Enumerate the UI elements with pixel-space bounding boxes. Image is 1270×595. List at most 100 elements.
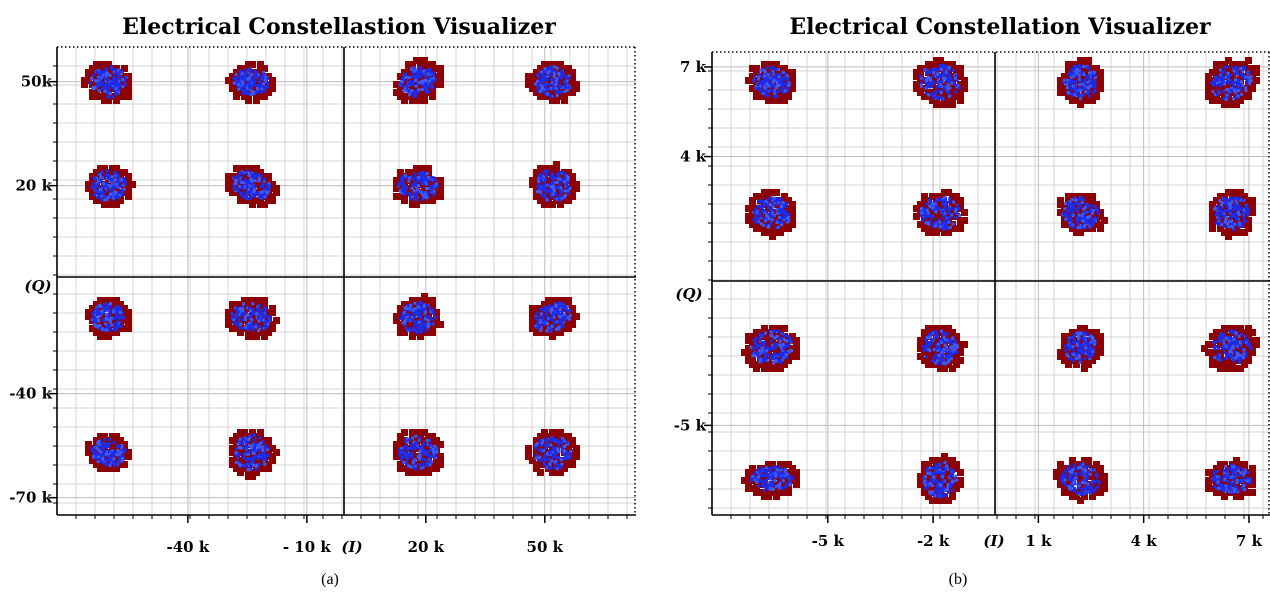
symbol-outline-cell — [533, 69, 540, 76]
symbol-point — [238, 463, 242, 467]
symbol-point — [103, 194, 107, 198]
symbol-point — [256, 305, 260, 309]
symbol-point — [428, 307, 432, 311]
symbol-point — [105, 91, 109, 95]
symbol-point — [550, 173, 554, 177]
symbol-outline-cell — [229, 325, 236, 332]
symbol-point — [415, 70, 419, 74]
symbol-point — [100, 185, 104, 189]
symbol-outline-cell — [565, 297, 572, 304]
symbol-point — [120, 444, 124, 448]
symbol-point — [97, 448, 101, 452]
symbol-point — [95, 446, 99, 450]
symbol-point — [99, 178, 103, 182]
symbol-point — [544, 463, 548, 467]
symbol-point — [256, 444, 260, 448]
symbol-point — [419, 456, 423, 460]
symbol-outline-cell — [241, 173, 248, 180]
symbol-outline-cell — [409, 85, 416, 92]
symbol-point — [258, 195, 262, 199]
symbol-point — [121, 77, 125, 81]
symbol-outline-cell — [437, 457, 444, 464]
symbol-point — [235, 456, 239, 460]
symbol-point — [411, 436, 415, 440]
symbol-outline-cell — [397, 169, 404, 176]
symbol-outline-cell — [397, 185, 404, 192]
symbol-point — [427, 323, 431, 327]
symbol-point — [560, 74, 564, 78]
symbol-point — [556, 326, 560, 330]
symbol-outline-cell — [237, 433, 244, 440]
symbol-point — [555, 467, 559, 471]
symbol-point — [100, 309, 104, 313]
symbol-point — [423, 449, 427, 453]
symbol-outline-cell — [413, 169, 420, 176]
symbol-outline-cell — [125, 453, 132, 460]
symbol-outline-cell — [553, 165, 560, 172]
symbol-point — [112, 84, 116, 88]
symbol-point — [419, 82, 423, 86]
symbol-outline-cell — [421, 453, 428, 460]
symbol-point — [120, 459, 124, 463]
symbol-point — [413, 442, 417, 446]
symbol-point — [419, 309, 423, 313]
symbol-point — [404, 446, 408, 450]
symbol-outline-cell — [561, 65, 568, 72]
symbol-outline-cell — [565, 437, 572, 444]
symbol-point — [103, 198, 107, 202]
symbol-point — [423, 172, 427, 176]
symbol-point — [237, 310, 241, 314]
symbol-point — [552, 87, 556, 91]
symbol-point — [554, 91, 558, 95]
symbol-outline-cell — [85, 185, 92, 192]
symbol-point — [567, 76, 571, 80]
symbol-point — [98, 173, 102, 177]
symbol-point — [259, 90, 263, 94]
y-tick-label: -70 k — [9, 489, 52, 507]
symbol-outline-cell — [417, 77, 424, 84]
symbol-point — [247, 184, 251, 188]
symbol-point — [101, 319, 105, 323]
symbol-outline-cell — [113, 201, 120, 208]
symbol-point — [552, 176, 556, 180]
symbol-point — [412, 74, 416, 78]
symbol-point — [115, 80, 119, 84]
symbol-point — [558, 83, 562, 87]
symbol-outline-cell — [553, 297, 560, 304]
symbol-outline-cell — [429, 93, 436, 100]
symbol-point — [559, 197, 563, 201]
symbol-point — [564, 313, 568, 317]
symbol-point — [103, 450, 107, 454]
symbol-outline-cell — [93, 437, 100, 444]
symbol-point — [420, 330, 424, 334]
symbol-point — [404, 75, 408, 79]
symbol-point — [544, 92, 548, 96]
symbol-point — [403, 72, 407, 76]
symbol-point — [414, 183, 418, 187]
symbol-outline-cell — [397, 173, 404, 180]
symbol-point — [400, 175, 404, 179]
symbol-outline-cell — [261, 65, 268, 72]
symbol-point — [548, 187, 552, 191]
symbol-outline-cell — [429, 433, 436, 440]
symbol-point — [553, 450, 557, 454]
symbol-outline-cell — [561, 325, 568, 332]
symbol-outline-cell — [105, 73, 112, 80]
symbol-point — [242, 195, 246, 199]
symbol-point — [103, 73, 107, 77]
symbol-point — [262, 187, 266, 191]
symbol-outline-cell — [529, 81, 536, 88]
symbol-point — [98, 314, 102, 318]
symbol-point — [268, 317, 272, 321]
symbol-point — [413, 320, 417, 324]
symbol-point — [248, 315, 252, 319]
symbol-outline-cell — [425, 165, 432, 172]
symbol-outline-cell — [105, 465, 112, 472]
symbol-outline-cell — [545, 165, 552, 172]
symbol-point — [563, 80, 567, 84]
symbol-point — [555, 94, 559, 98]
symbol-point — [265, 85, 269, 89]
symbol-point — [416, 303, 420, 307]
symbol-outline-cell — [253, 449, 260, 456]
symbol-outline-cell — [113, 69, 120, 76]
